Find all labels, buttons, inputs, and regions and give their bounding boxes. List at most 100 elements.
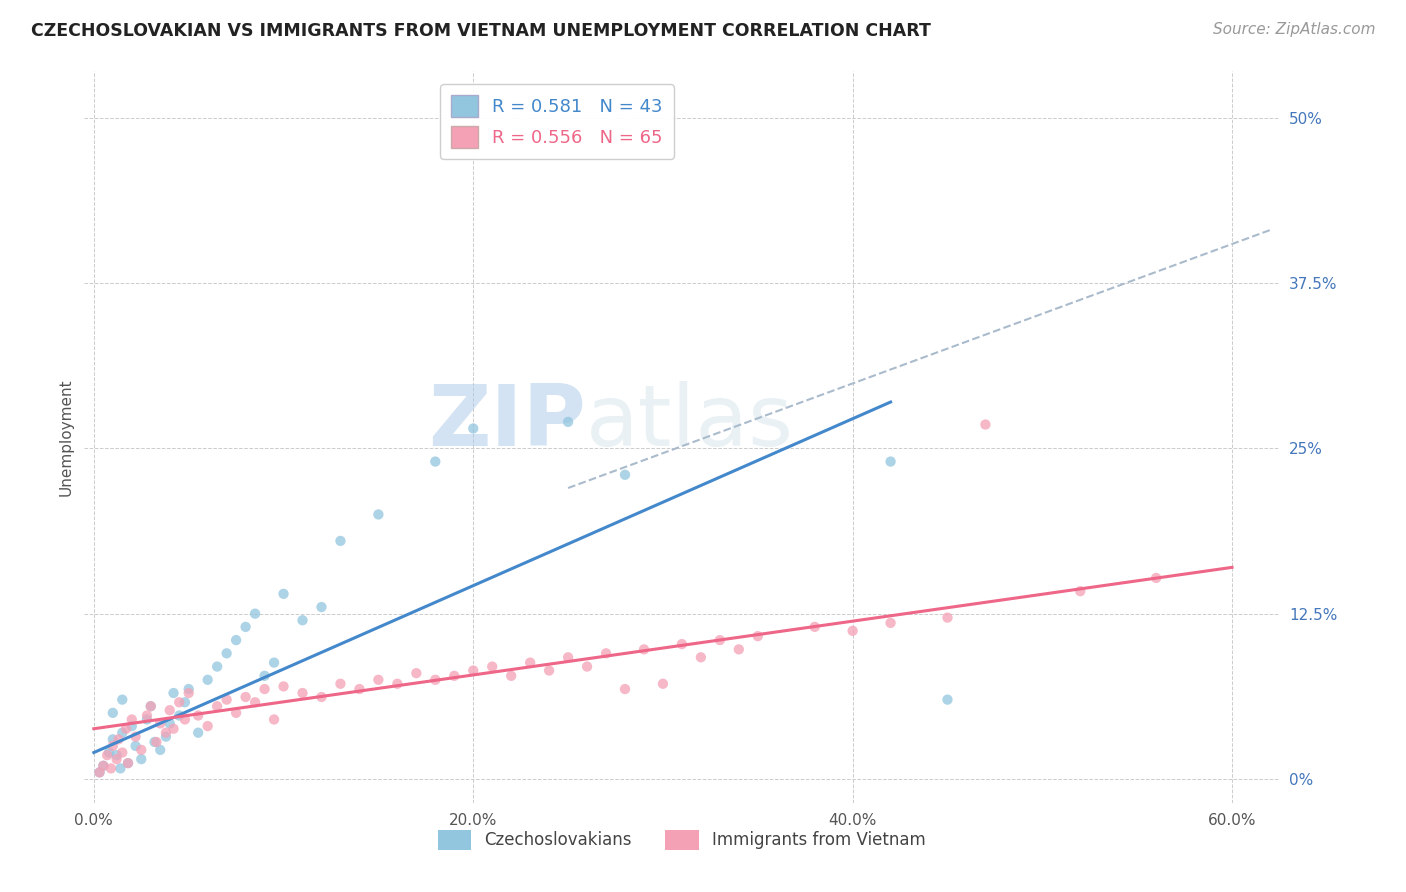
Point — [311, 600, 333, 615]
Point — [481, 659, 503, 673]
Point — [129, 743, 152, 757]
Point — [117, 756, 139, 771]
Point — [101, 732, 124, 747]
Point — [841, 624, 863, 638]
Point — [463, 664, 485, 678]
Point — [936, 610, 959, 624]
Point — [652, 677, 675, 691]
Point — [107, 732, 129, 747]
Point — [197, 673, 219, 687]
Text: Source: ZipAtlas.com: Source: ZipAtlas.com — [1212, 22, 1375, 37]
Point — [174, 695, 197, 709]
Point — [100, 761, 122, 775]
Point — [149, 743, 172, 757]
Point — [936, 692, 959, 706]
Point — [215, 646, 238, 660]
Point — [576, 659, 599, 673]
Point — [177, 681, 200, 696]
Point — [273, 587, 295, 601]
Point — [155, 730, 177, 744]
Point — [1069, 584, 1091, 599]
Point — [727, 642, 749, 657]
Point — [243, 607, 266, 621]
Point — [557, 650, 579, 665]
Point — [139, 699, 162, 714]
Point — [215, 692, 238, 706]
Point — [149, 716, 172, 731]
Point — [367, 673, 389, 687]
Point — [235, 620, 257, 634]
Point — [519, 656, 541, 670]
Point — [159, 703, 181, 717]
Point — [111, 746, 134, 760]
Point — [329, 533, 352, 548]
Y-axis label: Unemployment: Unemployment — [58, 378, 73, 496]
Point — [111, 692, 134, 706]
Point — [425, 454, 447, 468]
Point — [167, 708, 190, 723]
Point — [155, 725, 177, 739]
Point — [111, 725, 134, 739]
Point — [143, 735, 166, 749]
Point — [349, 681, 371, 696]
Point — [205, 699, 228, 714]
Point — [187, 708, 209, 723]
Point — [387, 677, 409, 691]
Point — [225, 706, 247, 720]
Point — [174, 713, 197, 727]
Point — [91, 758, 114, 772]
Point — [105, 752, 128, 766]
Point — [879, 615, 901, 630]
Point — [595, 646, 617, 660]
Point — [405, 666, 427, 681]
Point — [177, 686, 200, 700]
Point — [89, 765, 111, 780]
Point — [121, 719, 143, 733]
Point — [501, 669, 523, 683]
Point — [747, 629, 769, 643]
Point — [263, 656, 285, 670]
Point — [101, 739, 124, 753]
Point — [167, 695, 190, 709]
Point — [974, 417, 997, 432]
Point — [136, 708, 159, 723]
Point — [329, 677, 352, 691]
Point — [291, 686, 314, 700]
Legend: Czechoslovakians, Immigrants from Vietnam: Czechoslovakians, Immigrants from Vietna… — [432, 823, 932, 856]
Point — [117, 756, 139, 771]
Point — [1144, 571, 1167, 585]
Point — [101, 706, 124, 720]
Point — [162, 722, 184, 736]
Point — [91, 758, 114, 772]
Point — [96, 748, 118, 763]
Point — [162, 686, 184, 700]
Point — [425, 673, 447, 687]
Point — [311, 690, 333, 704]
Point — [124, 739, 146, 753]
Point — [689, 650, 711, 665]
Point — [110, 761, 132, 775]
Point — [121, 713, 143, 727]
Point — [879, 454, 901, 468]
Point — [614, 467, 637, 482]
Point — [709, 633, 731, 648]
Point — [463, 421, 485, 435]
Point — [136, 713, 159, 727]
Point — [557, 415, 579, 429]
Point — [253, 681, 276, 696]
Text: ZIP: ZIP — [429, 381, 586, 464]
Point — [538, 664, 561, 678]
Point — [253, 669, 276, 683]
Point — [633, 642, 655, 657]
Point — [273, 680, 295, 694]
Point — [263, 713, 285, 727]
Point — [105, 748, 128, 763]
Point — [803, 620, 825, 634]
Point — [671, 637, 693, 651]
Text: CZECHOSLOVAKIAN VS IMMIGRANTS FROM VIETNAM UNEMPLOYMENT CORRELATION CHART: CZECHOSLOVAKIAN VS IMMIGRANTS FROM VIETN… — [31, 22, 931, 40]
Point — [89, 765, 111, 780]
Point — [187, 725, 209, 739]
Text: atlas: atlas — [586, 381, 794, 464]
Point — [205, 659, 228, 673]
Point — [129, 752, 152, 766]
